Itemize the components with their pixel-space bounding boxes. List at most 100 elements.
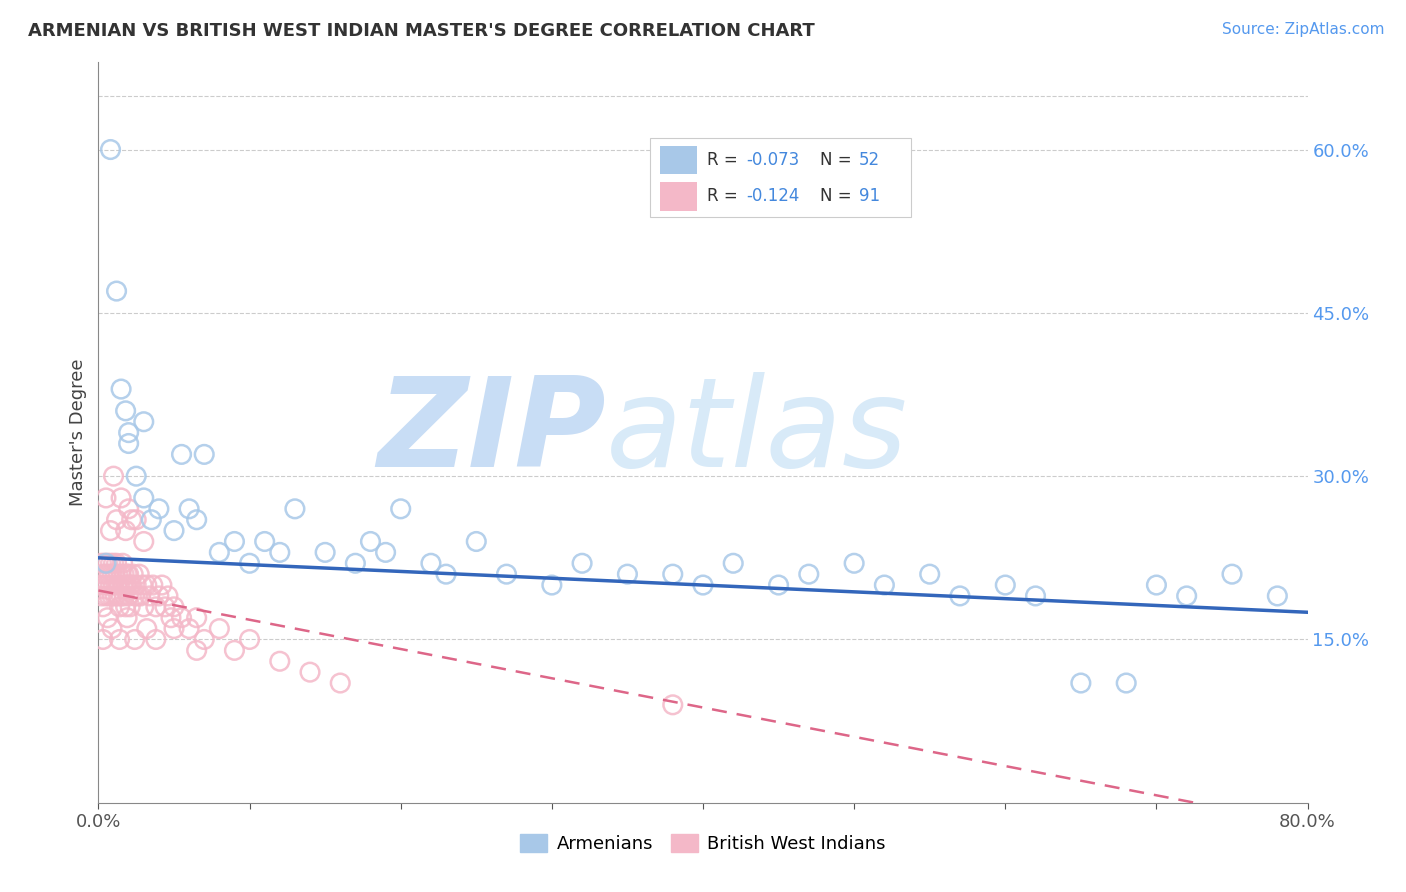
Point [124, 589, 146, 603]
Point [1115, 676, 1137, 690]
Point [844, 556, 866, 570]
Point [90, 589, 112, 603]
Point [495, 567, 517, 582]
Point [111, 578, 134, 592]
Point [135, 622, 157, 636]
Point [186, 611, 208, 625]
Point [118, 589, 141, 603]
Point [208, 622, 231, 636]
Point [96, 611, 118, 625]
Point [121, 513, 143, 527]
Point [723, 556, 745, 570]
Point [105, 556, 128, 570]
Point [163, 524, 186, 538]
Point [132, 534, 155, 549]
Point [91, 632, 114, 647]
Point [110, 382, 132, 396]
Point [108, 632, 131, 647]
Point [661, 698, 683, 712]
Point [179, 622, 201, 636]
Point [314, 545, 336, 559]
Point [93, 578, 115, 592]
Point [127, 589, 149, 603]
Point [108, 599, 131, 614]
Point [105, 284, 128, 298]
Point [128, 567, 150, 582]
Point [100, 524, 122, 538]
Point [131, 578, 153, 592]
Point [118, 501, 141, 516]
Point [224, 534, 246, 549]
Text: N =: N = [820, 187, 856, 205]
Y-axis label: Master's Degree: Master's Degree [69, 359, 87, 507]
Point [129, 589, 152, 603]
Point [110, 567, 132, 582]
Point [1070, 676, 1092, 690]
Point [94, 589, 117, 603]
Point [360, 534, 382, 549]
Point [239, 556, 262, 570]
Point [96, 556, 118, 570]
Point [918, 567, 941, 582]
Point [96, 578, 118, 592]
Point [125, 513, 148, 527]
Legend: Armenians, British West Indians: Armenians, British West Indians [513, 827, 893, 861]
Point [193, 447, 215, 461]
Point [115, 567, 138, 582]
Text: ZIP: ZIP [378, 372, 606, 493]
Point [163, 622, 186, 636]
Point [344, 556, 367, 570]
Text: -0.073: -0.073 [747, 151, 800, 169]
Point [112, 589, 135, 603]
Point [170, 611, 193, 625]
FancyBboxPatch shape [650, 138, 911, 217]
Point [89, 578, 111, 592]
Text: -0.124: -0.124 [747, 187, 800, 205]
Point [104, 589, 127, 603]
Point [93, 556, 115, 570]
Point [110, 589, 132, 603]
Point [1220, 567, 1243, 582]
Point [571, 556, 593, 570]
Point [91, 599, 114, 614]
Text: R =: R = [707, 187, 744, 205]
Point [125, 578, 148, 592]
Point [420, 556, 443, 570]
Point [94, 491, 117, 505]
Point [1144, 578, 1167, 592]
Point [110, 491, 132, 505]
Point [100, 578, 122, 592]
Point [142, 578, 165, 592]
Point [103, 578, 125, 592]
Point [269, 654, 291, 668]
Point [115, 611, 138, 625]
Point [98, 589, 121, 603]
Point [145, 632, 167, 647]
Point [120, 599, 142, 614]
Text: Source: ZipAtlas.com: Source: ZipAtlas.com [1222, 22, 1385, 37]
Point [253, 534, 276, 549]
Point [101, 567, 124, 582]
Point [186, 643, 208, 657]
Point [193, 632, 215, 647]
Point [115, 578, 138, 592]
Point [148, 501, 170, 516]
Point [145, 599, 167, 614]
Point [107, 589, 129, 603]
Point [98, 567, 121, 582]
Point [329, 676, 352, 690]
Point [239, 632, 262, 647]
Point [465, 534, 488, 549]
Point [208, 545, 231, 559]
Point [156, 589, 179, 603]
Point [103, 556, 125, 570]
Point [170, 447, 193, 461]
Point [616, 567, 638, 582]
Point [269, 545, 291, 559]
Point [94, 567, 117, 582]
Point [100, 143, 122, 157]
Point [114, 524, 136, 538]
Bar [661, 146, 697, 174]
Point [132, 491, 155, 505]
Point [186, 513, 208, 527]
